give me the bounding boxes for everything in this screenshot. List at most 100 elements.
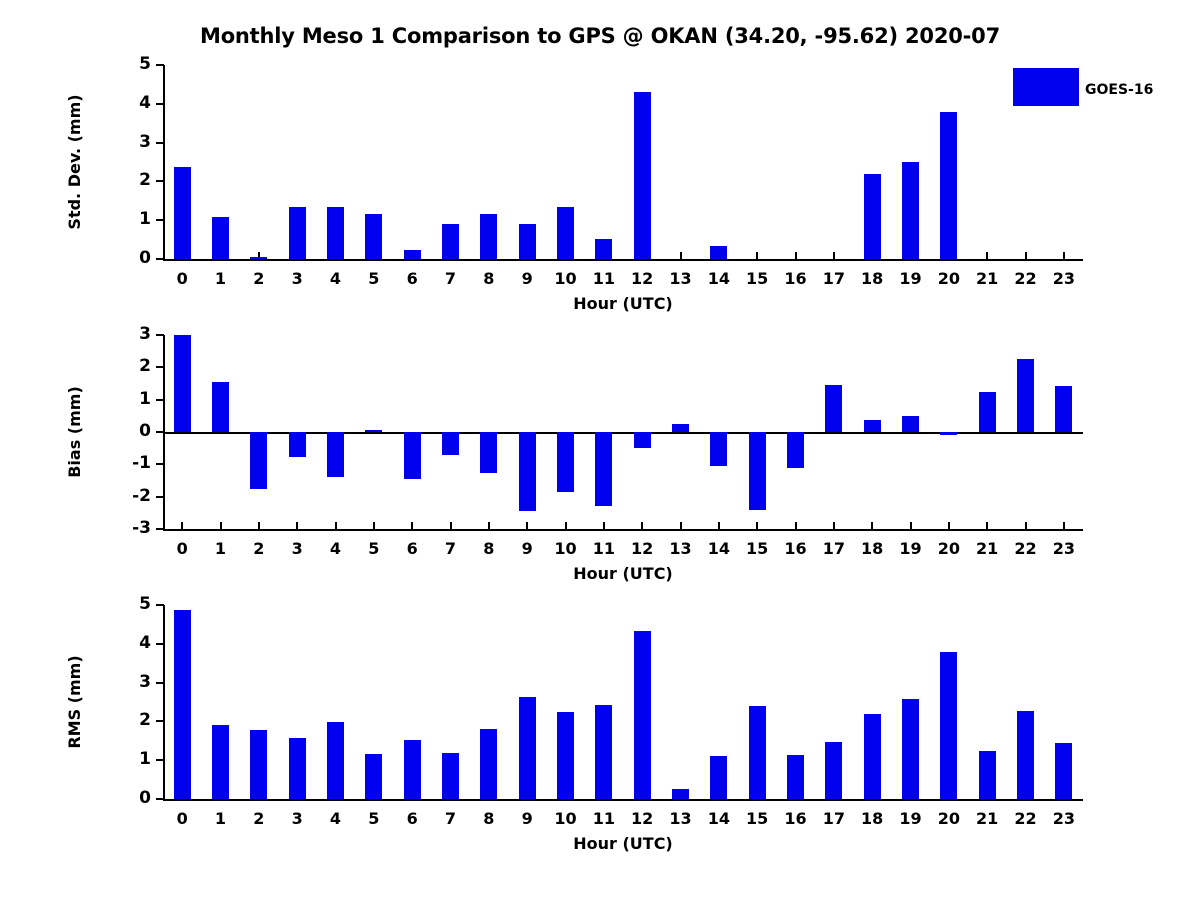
legend-label: GOES-16 — [1085, 82, 1154, 98]
x-tick — [679, 252, 682, 260]
x-tick — [1062, 522, 1065, 530]
x-tick — [641, 252, 644, 260]
x-tick-label: 18 — [861, 269, 884, 288]
x-tick-label: 6 — [406, 269, 418, 288]
plot-area — [163, 605, 1083, 799]
bar — [442, 432, 459, 456]
x-tick — [1024, 792, 1027, 800]
bar — [365, 753, 383, 799]
x-tick — [487, 522, 490, 530]
x-tick-label: 11 — [592, 809, 615, 828]
y-tick — [156, 366, 164, 369]
y-tick — [156, 64, 164, 66]
x-tick — [909, 252, 912, 260]
x-tick-label: 7 — [444, 809, 457, 828]
bar — [173, 335, 191, 432]
y-tick — [156, 141, 164, 144]
plot-area — [163, 65, 1083, 259]
x-tick — [1062, 252, 1065, 260]
x-tick — [832, 522, 835, 530]
bar — [212, 381, 229, 432]
x-tick — [1024, 252, 1027, 260]
y-tick — [156, 528, 164, 530]
x-tick — [564, 792, 567, 800]
x-tick-label: 1 — [214, 269, 227, 288]
x-tick — [449, 792, 452, 800]
x-tick-label: 6 — [406, 809, 418, 828]
y-tick — [156, 642, 164, 645]
bar — [902, 415, 919, 432]
x-tick-label: 9 — [521, 269, 533, 288]
bar — [1017, 710, 1034, 799]
x-tick — [526, 792, 529, 800]
y-tick-label: 5 — [139, 594, 151, 614]
y-tick-label: 0 — [139, 421, 151, 441]
x-tick-label: 5 — [368, 809, 380, 828]
x-axis-label: Hour (UTC) — [573, 834, 673, 853]
x-tick — [334, 522, 337, 530]
x-tick — [487, 252, 490, 260]
y-tick — [156, 798, 164, 800]
bar — [518, 224, 536, 259]
x-tick-label: 16 — [784, 269, 807, 288]
x-tick — [756, 792, 759, 800]
x-tick — [641, 792, 644, 800]
bar — [288, 738, 306, 799]
x-tick-label: 14 — [707, 539, 730, 558]
x-tick — [756, 522, 759, 530]
x-tick-label: 4 — [329, 269, 342, 288]
x-tick — [832, 252, 835, 260]
x-tick-label: 2 — [253, 269, 265, 288]
x-tick — [219, 252, 222, 260]
x-tick-label: 19 — [899, 539, 922, 558]
x-tick — [679, 522, 682, 530]
bar — [940, 651, 958, 799]
x-tick-label: 2 — [253, 539, 265, 558]
x-tick-label: 16 — [784, 809, 807, 828]
x-tick-label: 7 — [444, 269, 457, 288]
x-tick-label: 14 — [707, 269, 730, 288]
x-tick — [871, 522, 874, 530]
y-axis-line — [163, 335, 165, 529]
x-tick-label: 13 — [669, 809, 692, 828]
x-axis-line — [163, 799, 1083, 801]
x-tick-label: 20 — [937, 269, 960, 288]
x-tick — [372, 792, 375, 800]
x-tick — [794, 792, 797, 800]
bar — [480, 213, 498, 259]
x-tick — [947, 792, 950, 800]
x-tick-label: 22 — [1014, 539, 1037, 558]
x-tick — [679, 792, 682, 800]
x-tick-label: 0 — [176, 809, 188, 828]
y-tick — [156, 398, 164, 401]
y-tick-label: 2 — [139, 710, 151, 731]
x-tick-label: 10 — [554, 539, 577, 558]
x-tick — [602, 522, 605, 530]
legend-color-swatch — [1013, 68, 1079, 106]
x-tick-label: 17 — [822, 809, 845, 828]
bar — [403, 432, 421, 480]
y-tick — [156, 102, 164, 105]
x-axis-label: Hour (UTC) — [573, 294, 673, 313]
x-tick — [564, 252, 567, 260]
bar — [518, 697, 536, 799]
x-tick — [717, 522, 720, 530]
y-tick-label: 4 — [139, 632, 151, 653]
y-tick — [156, 759, 164, 762]
x-tick-label: 3 — [291, 269, 303, 288]
x-tick — [411, 792, 414, 800]
x-tick-label: 11 — [592, 539, 615, 558]
bar — [863, 419, 881, 432]
bar — [442, 224, 459, 259]
x-tick-label: 18 — [861, 539, 884, 558]
bar — [710, 432, 728, 466]
bar — [480, 432, 498, 474]
x-tick — [296, 522, 299, 530]
x-axis-label: Hour (UTC) — [573, 564, 673, 583]
x-tick-label: 8 — [483, 809, 495, 828]
bar — [480, 729, 498, 799]
x-tick — [909, 792, 912, 800]
bar — [633, 92, 651, 259]
